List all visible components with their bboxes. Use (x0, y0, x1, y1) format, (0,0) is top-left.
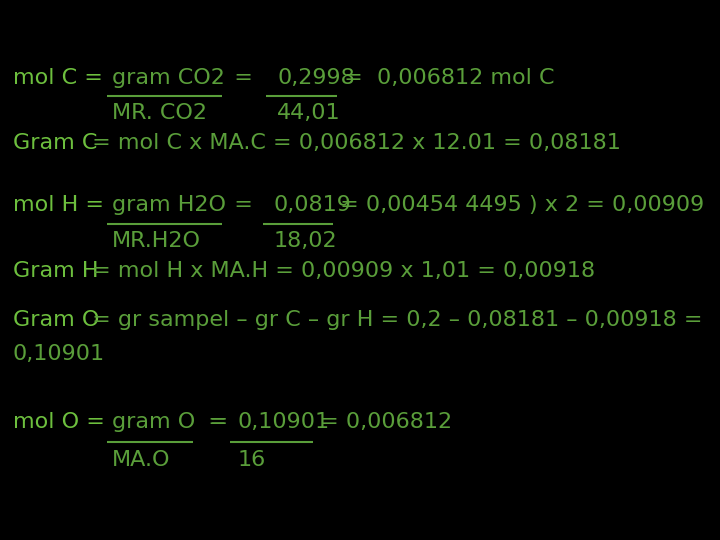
Text: =: = (194, 412, 228, 433)
Text: 0,10901: 0,10901 (238, 412, 330, 433)
Text: gram H2O: gram H2O (112, 195, 225, 215)
Text: Gram O: Gram O (13, 309, 99, 330)
Text: 16: 16 (238, 450, 266, 470)
Text: MR. CO2: MR. CO2 (112, 103, 207, 124)
Text: mol C =: mol C = (13, 68, 117, 89)
Text: =  0,006812 mol C: = 0,006812 mol C (337, 68, 554, 89)
Text: = mol H x MA.H = 0,00909 x 1,01 = 0,00918: = mol H x MA.H = 0,00909 x 1,01 = 0,0091… (85, 261, 595, 281)
Text: gram CO2: gram CO2 (112, 68, 225, 89)
Text: 0,10901: 0,10901 (13, 343, 105, 364)
Text: = 0,006812: = 0,006812 (313, 412, 452, 433)
Text: = mol C x MA.C = 0,006812 x 12.01 = 0,08181: = mol C x MA.C = 0,006812 x 12.01 = 0,08… (85, 133, 621, 153)
Text: Gram H: Gram H (13, 261, 99, 281)
Text: gram O  =: gram O = (112, 412, 235, 433)
Text: Gram C: Gram C (13, 133, 97, 153)
Text: = 0,00454 4495 ) x 2 = 0,00909: = 0,00454 4495 ) x 2 = 0,00909 (333, 195, 704, 215)
Text: MA.O: MA.O (112, 450, 170, 470)
Text: MR.H2O: MR.H2O (112, 231, 201, 252)
Text: mol O =: mol O = (13, 412, 112, 433)
Text: = gr sampel – gr C – gr H = 0,2 – 0,08181 – 0,00918 =: = gr sampel – gr C – gr H = 0,2 – 0,0818… (85, 309, 703, 330)
Text: =: = (220, 68, 253, 89)
Text: 18,02: 18,02 (274, 231, 337, 252)
Text: 44,01: 44,01 (277, 103, 341, 124)
Text: 0,2998: 0,2998 (277, 68, 355, 89)
Text: =: = (220, 195, 253, 215)
Text: 0,0819: 0,0819 (274, 195, 351, 215)
Text: mol H =: mol H = (13, 195, 118, 215)
